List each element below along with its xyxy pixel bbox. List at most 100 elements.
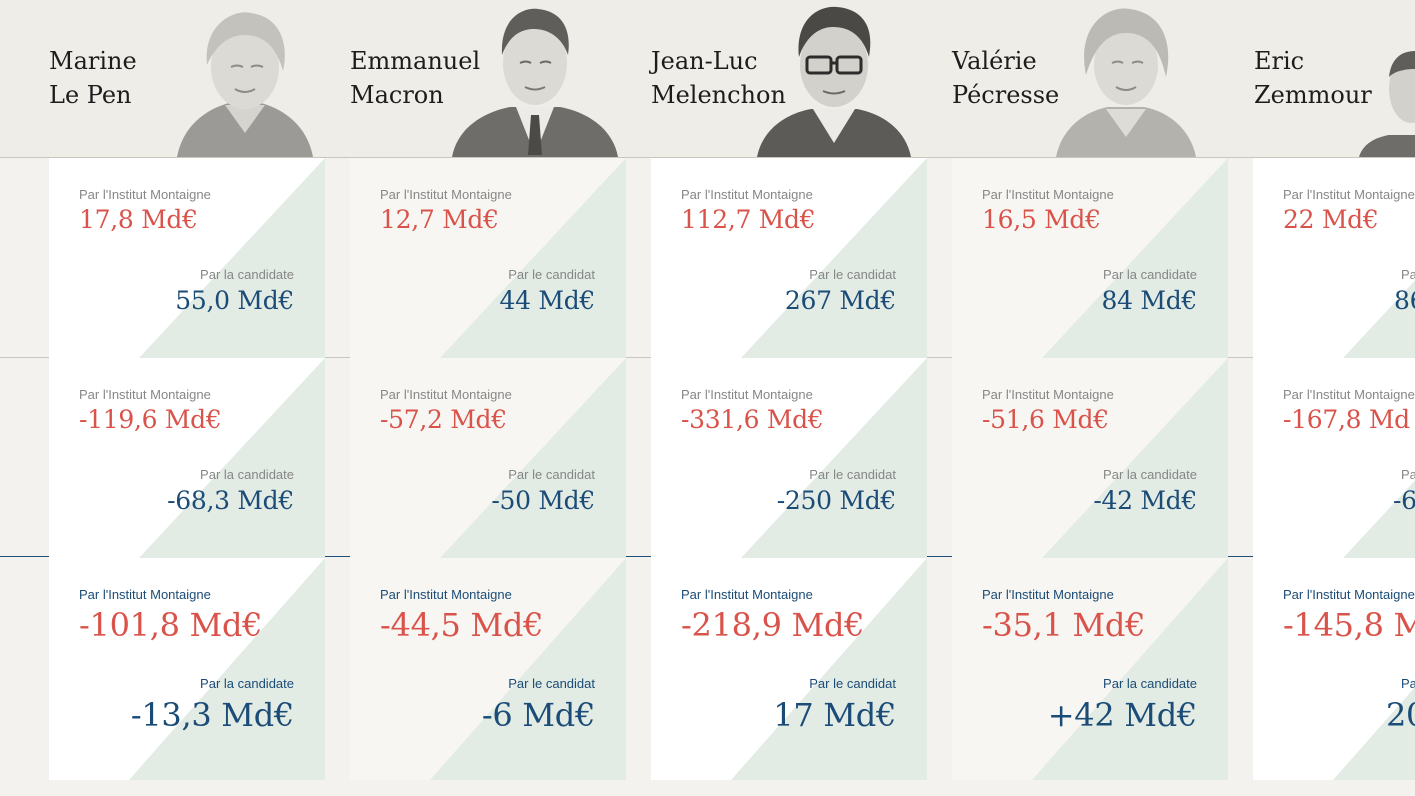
institut-label: Par l'Institut Montaigne xyxy=(1283,187,1415,202)
card-zemmour-row1: Par l'Institut Montaigne 22 Md€ Pa 86 xyxy=(1253,158,1415,358)
institut-value: -119,6 Md€ xyxy=(79,405,222,434)
candidate-value: -50 Md€ xyxy=(491,486,595,515)
candidate-label: Par le candidat xyxy=(809,676,896,691)
candidate-name: Valérie Pécresse xyxy=(952,44,1059,112)
candidate-name: Emmanuel Macron xyxy=(350,44,480,112)
institut-value: -44,5 Md€ xyxy=(380,606,544,644)
institut-label: Par l'Institut Montaigne xyxy=(79,187,211,202)
candidate-header-macron: Emmanuel Macron xyxy=(350,0,650,157)
triangle-decor xyxy=(1042,358,1228,558)
candidate-last-name: Melenchon xyxy=(651,81,786,109)
candidate-label: Par la candidate xyxy=(1103,676,1197,691)
candidate-label: Pa xyxy=(1401,467,1415,482)
candidate-header-le-pen: Marine Le Pen xyxy=(49,0,349,157)
candidate-label: Par la candidate xyxy=(1103,467,1197,482)
card-le-pen-row3: Par l'Institut Montaigne -101,8 Md€ Par … xyxy=(49,558,325,780)
candidate-first-name: Marine xyxy=(49,47,137,75)
candidate-value: 55,0 Md€ xyxy=(175,286,294,315)
triangle-decor xyxy=(139,158,325,358)
candidate-value: -68,3 Md€ xyxy=(167,486,294,515)
portrait-melenchon-icon xyxy=(757,6,911,157)
candidates-header: Marine Le Pen Emmanuel Macron xyxy=(0,0,1415,158)
candidate-value: -42 Md€ xyxy=(1093,486,1197,515)
portrait-le-pen-icon xyxy=(177,12,313,157)
candidate-last-name: Zemmour xyxy=(1254,81,1372,109)
candidate-last-name: Le Pen xyxy=(49,81,132,109)
candidate-first-name: Valérie xyxy=(952,47,1037,75)
candidate-value: 44 Md€ xyxy=(499,286,596,315)
candidate-label: Par la candidate xyxy=(200,467,294,482)
candidate-value: 267 Md€ xyxy=(784,286,896,315)
candidate-header-zemmour: Eric Zemmour xyxy=(1254,0,1415,157)
institut-label: Par l'Institut Montaigne xyxy=(79,587,211,602)
triangle-decor xyxy=(731,558,927,780)
candidate-label: Par la candidate xyxy=(200,267,294,282)
institut-value: 17,8 Md€ xyxy=(79,205,198,234)
candidate-value: -6 Md€ xyxy=(481,696,595,734)
institut-value: 16,5 Md€ xyxy=(982,205,1101,234)
candidate-first-name: Emmanuel xyxy=(350,47,481,75)
candidate-label: Par le candidat xyxy=(809,467,896,482)
candidate-last-name: Macron xyxy=(350,81,444,109)
institut-value: -51,6 Md€ xyxy=(982,405,1109,434)
institut-value: -167,8 Md xyxy=(1283,405,1410,434)
institut-value: -218,9 Md€ xyxy=(681,606,865,644)
institut-value: -57,2 Md€ xyxy=(380,405,507,434)
candidate-value: -250 Md€ xyxy=(776,486,897,515)
card-zemmour-row3: Par l'Institut Montaigne -145,8 M Pa 20 xyxy=(1253,558,1415,780)
portrait-macron-icon xyxy=(452,8,618,157)
candidate-value: 84 Md€ xyxy=(1101,286,1198,315)
triangle-decor xyxy=(139,358,325,558)
card-melenchon-row1: Par l'Institut Montaigne 112,7 Md€ Par l… xyxy=(651,158,927,358)
triangle-decor xyxy=(440,158,626,358)
triangle-decor xyxy=(741,158,927,358)
institut-label: Par l'Institut Montaigne xyxy=(79,387,211,402)
candidate-label: Par le candidat xyxy=(508,267,595,282)
candidate-name: Jean-Luc Melenchon xyxy=(651,44,786,112)
card-pecresse-row1: Par l'Institut Montaigne 16,5 Md€ Par la… xyxy=(952,158,1228,358)
candidate-value: +42 Md€ xyxy=(1047,696,1198,734)
institut-label: Par l'Institut Montaigne xyxy=(1283,587,1415,602)
card-macron-row3: Par l'Institut Montaigne -44,5 Md€ Par l… xyxy=(350,558,626,780)
institut-label: Par l'Institut Montaigne xyxy=(1283,387,1415,402)
candidate-label: Par la candidate xyxy=(1103,267,1197,282)
triangle-decor xyxy=(1042,158,1228,358)
candidate-value: -60 xyxy=(1393,486,1415,515)
triangle-decor xyxy=(1343,480,1415,558)
candidate-label: Par le candidat xyxy=(809,267,896,282)
triangle-decor xyxy=(440,358,626,558)
card-zemmour-row2: Par l'Institut Montaigne -167,8 Md Pa -6… xyxy=(1253,358,1415,558)
candidate-first-name: Jean-Luc xyxy=(651,47,758,75)
triangle-decor xyxy=(129,558,325,780)
institut-label: Par l'Institut Montaigne xyxy=(681,187,813,202)
candidate-label: Pa xyxy=(1401,676,1415,691)
institut-value: 12,7 Md€ xyxy=(380,205,499,234)
card-macron-row1: Par l'Institut Montaigne 12,7 Md€ Par le… xyxy=(350,158,626,358)
candidate-value: 17 Md€ xyxy=(773,696,896,734)
institut-value: 22 Md€ xyxy=(1283,205,1379,234)
candidate-value: -13,3 Md€ xyxy=(130,696,294,734)
institut-label: Par l'Institut Montaigne xyxy=(681,387,813,402)
candidate-first-name: Eric xyxy=(1254,47,1305,75)
candidate-label: Par le candidat xyxy=(508,676,595,691)
candidate-name: Eric Zemmour xyxy=(1254,44,1372,112)
candidate-last-name: Pécresse xyxy=(952,81,1060,109)
candidate-value: 20 xyxy=(1386,696,1415,734)
institut-label: Par l'Institut Montaigne xyxy=(982,187,1114,202)
card-macron-row2: Par l'Institut Montaigne -57,2 Md€ Par l… xyxy=(350,358,626,558)
institut-label: Par l'Institut Montaigne xyxy=(380,187,512,202)
card-pecresse-row2: Par l'Institut Montaigne -51,6 Md€ Par l… xyxy=(952,358,1228,558)
institut-value: 112,7 Md€ xyxy=(681,205,816,234)
triangle-decor xyxy=(741,358,927,558)
triangle-decor xyxy=(1333,687,1415,780)
candidate-label: Par le candidat xyxy=(508,467,595,482)
institut-value: -145,8 M xyxy=(1283,606,1415,644)
institut-label: Par l'Institut Montaigne xyxy=(982,587,1114,602)
institut-label: Par l'Institut Montaigne xyxy=(380,387,512,402)
candidate-label: Pa xyxy=(1401,267,1415,282)
institut-label: Par l'Institut Montaigne xyxy=(380,587,512,602)
triangle-decor xyxy=(1343,280,1415,358)
candidate-header-pecresse: Valérie Pécresse xyxy=(952,0,1252,157)
candidate-header-melenchon: Jean-Luc Melenchon xyxy=(651,0,951,157)
institut-label: Par l'Institut Montaigne xyxy=(681,587,813,602)
